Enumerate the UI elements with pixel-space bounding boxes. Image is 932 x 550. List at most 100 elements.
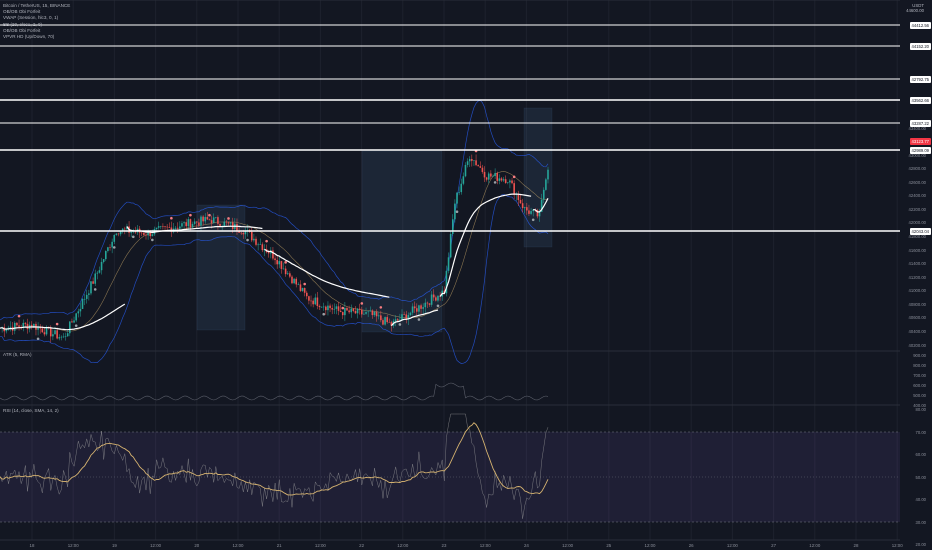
axis-top-price: 44600.00 <box>906 8 924 13</box>
candle-body <box>189 219 192 228</box>
candle-body <box>473 160 475 161</box>
candle-body <box>352 308 355 311</box>
candle-body <box>494 173 496 176</box>
symbol-title[interactable]: Bitcoin / TetherUS, 15, BINANCE <box>3 3 71 8</box>
atr-tick: 900.00 <box>913 353 926 358</box>
atr-tick: 600.00 <box>913 383 926 388</box>
time-tick: 12:00 <box>891 543 903 548</box>
candle-body <box>339 310 342 313</box>
candle-body <box>90 281 92 294</box>
bb-upper <box>0 100 549 321</box>
level-price-tag: 43562.66 <box>909 96 931 104</box>
candle-body <box>536 209 539 217</box>
legend-item[interactable]: VWAP (Session, hlc3, 0, 1) <box>3 15 59 21</box>
candle-body <box>77 311 80 314</box>
candle-body <box>168 227 171 228</box>
rsi-label[interactable]: RSI (14, close, SMA, 14, 2) <box>3 408 59 413</box>
candle-body <box>542 189 545 200</box>
candle-body <box>236 223 238 231</box>
horizontal-levels[interactable] <box>0 24 900 232</box>
price-tick: 41000.00 <box>908 288 926 294</box>
candle-body <box>255 238 257 245</box>
signal-dot <box>227 217 230 220</box>
time-tick: 18 <box>29 543 35 548</box>
signal-dot <box>170 216 173 220</box>
candle-body <box>113 234 116 242</box>
candle-body <box>73 320 75 323</box>
candle-body <box>160 226 162 227</box>
candle-body <box>238 230 240 233</box>
candle-body <box>193 221 196 224</box>
rsi-line <box>0 413 549 519</box>
candle-body <box>479 166 482 168</box>
candle-body <box>526 207 528 211</box>
candle-body <box>545 179 547 190</box>
candle-body <box>119 231 122 235</box>
candle-body <box>151 234 154 237</box>
legend-item[interactable]: OB/OB Obi Forfeit <box>3 9 41 15</box>
candle-body <box>223 221 226 227</box>
candle-body <box>492 175 494 177</box>
candle-body <box>411 306 414 313</box>
time-tick: 28 <box>853 543 859 548</box>
candle-body <box>407 315 410 320</box>
candle-body <box>523 207 526 209</box>
candle-body <box>350 308 353 313</box>
signal-dot <box>417 318 421 321</box>
candle-body <box>111 241 113 248</box>
candle-body <box>369 310 372 312</box>
candle-body <box>115 233 118 235</box>
legend-item[interactable]: BB (20, close, 2, 0) <box>3 21 43 27</box>
candle-body <box>204 217 207 222</box>
candle-body <box>181 223 183 227</box>
candle-body <box>92 281 94 284</box>
candle-body <box>513 183 515 195</box>
candle-body <box>198 222 200 226</box>
candle-body <box>174 227 177 229</box>
price-tick: 40800.00 <box>908 301 926 307</box>
candle-body <box>519 200 522 204</box>
bb-basis <box>0 171 549 332</box>
legend-item[interactable]: VPVR HD (Up/Down, 70) <box>3 34 55 40</box>
rsi-ma-line <box>0 422 549 496</box>
candle-body <box>468 159 471 162</box>
atr-label[interactable]: ATR (5, RMA) <box>3 352 32 357</box>
candle-body <box>100 261 103 271</box>
candle-body <box>164 226 166 227</box>
candle-body <box>195 221 198 223</box>
candle-body <box>384 317 386 325</box>
candle-body <box>437 295 439 301</box>
time-tick: 12:00 <box>150 543 162 548</box>
candle-body <box>316 297 319 307</box>
vp-box <box>196 204 246 331</box>
signal-dot <box>322 312 326 316</box>
candle-body <box>202 216 204 222</box>
price-tick: 40600.00 <box>908 315 926 321</box>
candle-body <box>466 161 469 165</box>
time-tick: 19 <box>111 543 117 548</box>
candle-body <box>261 244 264 251</box>
legend-item[interactable]: OB/OB Obi Forfeit <box>3 27 41 33</box>
candle-body <box>517 193 520 201</box>
candle-body <box>475 160 477 166</box>
price-axis-header: USDT 44600.00 <box>906 3 924 13</box>
candle-body <box>477 165 479 167</box>
candle-body <box>98 270 101 273</box>
candle-body <box>331 308 333 310</box>
candle-body <box>185 222 187 227</box>
rsi-pane <box>0 413 900 523</box>
time-tick: 12:00 <box>562 543 574 548</box>
candle-body <box>390 322 393 326</box>
time-tick: 27 <box>771 543 777 548</box>
price-tick: 40400.00 <box>908 328 926 334</box>
candle-body <box>143 233 145 235</box>
candle-body <box>303 288 306 293</box>
time-tick: 12:00 <box>726 543 738 548</box>
candle-body <box>547 169 549 180</box>
signal-dot <box>531 218 535 222</box>
candle-body <box>471 159 473 161</box>
candle-body <box>41 328 44 333</box>
time-tick: 24 <box>523 543 529 548</box>
candle-body <box>293 278 295 284</box>
